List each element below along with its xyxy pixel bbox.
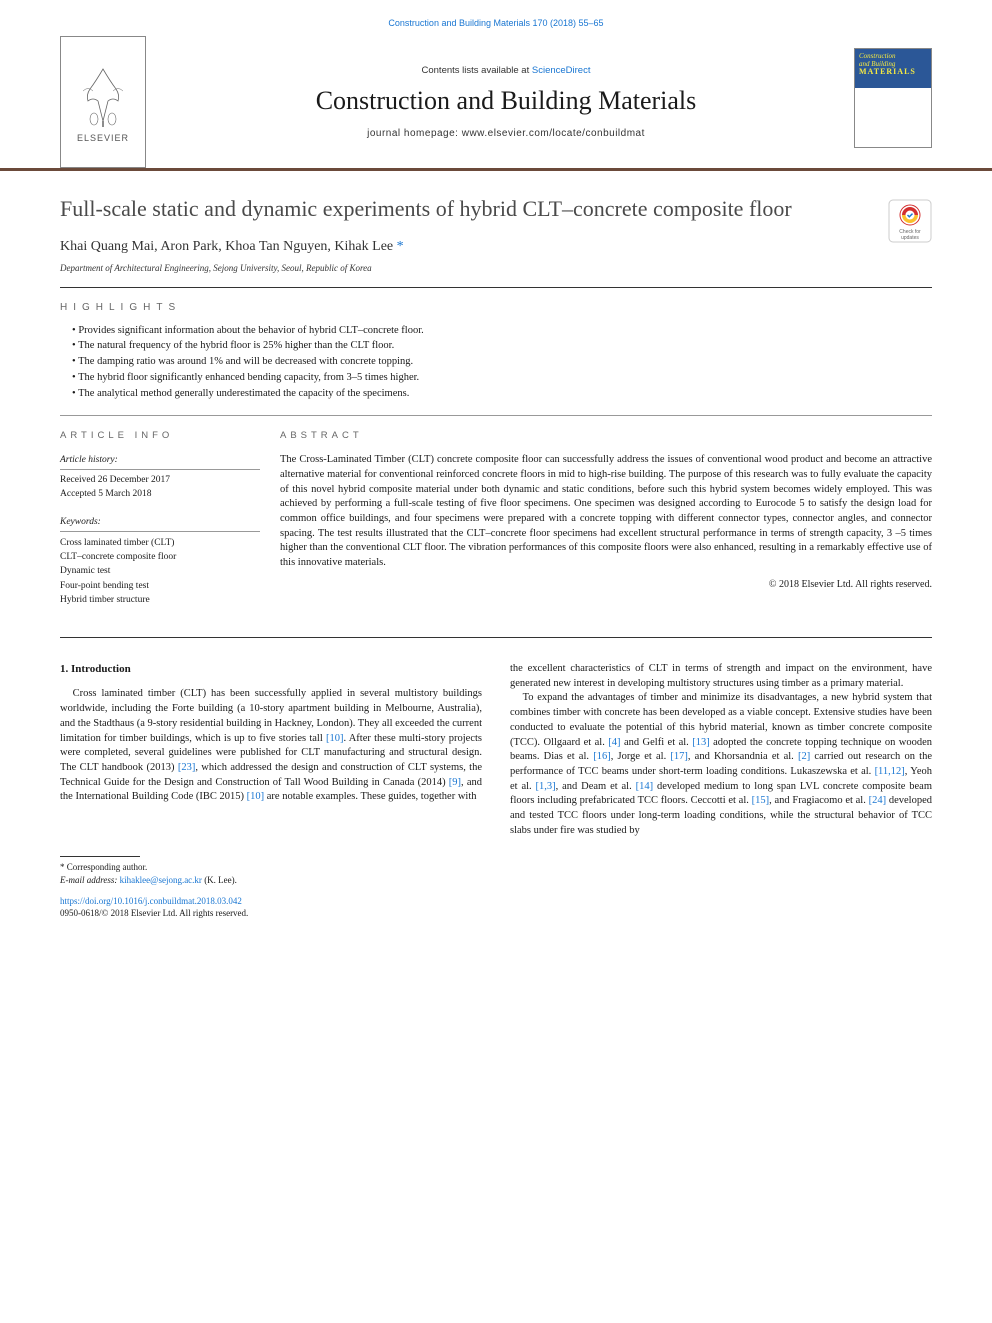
received-date: Received 26 December 2017: [60, 474, 260, 487]
masthead-center: Contents lists available at ScienceDirec…: [158, 36, 854, 168]
highlight-item: The hybrid floor significantly enhanced …: [72, 370, 932, 386]
copyright-line: © 2018 Elsevier Ltd. All rights reserved…: [280, 579, 932, 590]
keywords-label: Keywords:: [60, 517, 260, 532]
publisher-logo: ELSEVIER: [60, 36, 146, 168]
email-label: E-mail address:: [60, 875, 120, 885]
email-link[interactable]: kihaklee@sejong.ac.kr: [120, 875, 202, 885]
citation-link[interactable]: [17]: [670, 751, 688, 762]
keywords-block: Keywords: Cross laminated timber (CLT) C…: [60, 515, 260, 607]
citation-link[interactable]: [23]: [178, 762, 196, 773]
sciencedirect-link[interactable]: ScienceDirect: [532, 65, 591, 76]
left-column: 1. Introduction Cross laminated timber (…: [60, 662, 482, 838]
issn-copyright: 0950-0618/© 2018 Elsevier Ltd. All right…: [60, 907, 932, 920]
highlight-item: The damping ratio was around 1% and will…: [72, 354, 932, 370]
citation-link[interactable]: [11,12]: [875, 766, 905, 777]
abstract-label: ABSTRACT: [280, 430, 932, 441]
running-head: Construction and Building Materials 170 …: [0, 0, 992, 36]
body-columns: 1. Introduction Cross laminated timber (…: [0, 638, 992, 838]
citation-link[interactable]: [1,3]: [536, 781, 556, 792]
info-abstract-row: ARTICLE INFO Article history: Received 2…: [0, 416, 992, 637]
doi-link[interactable]: https://doi.org/10.1016/j.conbuildmat.20…: [60, 896, 242, 906]
citation-link[interactable]: [9]: [449, 777, 461, 788]
elsevier-tree-icon: [68, 61, 138, 131]
keyword: Hybrid timber structure: [60, 593, 260, 607]
article-title: Full-scale static and dynamic experiment…: [60, 195, 820, 223]
contents-prefix: Contents lists available at: [422, 65, 532, 76]
citation-link[interactable]: [4]: [608, 737, 620, 748]
journal-homepage: journal homepage: www.elsevier.com/locat…: [367, 128, 645, 139]
citation-link[interactable]: [10]: [326, 733, 344, 744]
highlight-item: The analytical method generally underest…: [72, 386, 932, 402]
accepted-date: Accepted 5 March 2018: [60, 488, 260, 501]
citation-link[interactable]: [16]: [593, 751, 611, 762]
email-line: E-mail address: kihaklee@sejong.ac.kr (K…: [60, 874, 932, 887]
author-list: Khai Quang Mai, Aron Park, Khoa Tan Nguy…: [60, 239, 932, 255]
email-suffix: (K. Lee).: [202, 875, 237, 885]
highlight-item: Provides significant information about t…: [72, 323, 932, 339]
corresponding-note: * Corresponding author.: [60, 861, 932, 874]
journal-title: Construction and Building Materials: [316, 86, 697, 116]
citation-link[interactable]: [15]: [752, 795, 770, 806]
paragraph: the excellent characteristics of CLT in …: [510, 662, 932, 691]
paragraph: Cross laminated timber (CLT) has been su…: [60, 687, 482, 805]
article-info-label: ARTICLE INFO: [60, 430, 260, 441]
corresponding-author-footer: * Corresponding author. E-mail address: …: [0, 856, 992, 886]
history-label: Article history:: [60, 455, 260, 470]
citation-link[interactable]: [24]: [869, 795, 887, 806]
highlight-item: The natural frequency of the hybrid floo…: [72, 338, 932, 354]
article-info-column: ARTICLE INFO Article history: Received 2…: [60, 430, 260, 621]
citation-link[interactable]: [10]: [247, 791, 265, 802]
contents-available: Contents lists available at ScienceDirec…: [422, 65, 591, 76]
highlights-label: HIGHLIGHTS: [0, 288, 992, 323]
abstract-column: ABSTRACT The Cross-Laminated Timber (CLT…: [280, 430, 932, 621]
publisher-name: ELSEVIER: [77, 133, 129, 143]
citation-link[interactable]: [2]: [798, 751, 810, 762]
corresponding-author-mark[interactable]: *: [397, 239, 404, 254]
abstract-text: The Cross-Laminated Timber (CLT) concret…: [280, 453, 932, 571]
keyword: Cross laminated timber (CLT): [60, 536, 260, 550]
affiliation: Department of Architectural Engineering,…: [60, 263, 932, 287]
keyword: Four-point bending test: [60, 579, 260, 593]
highlights-list: Provides significant information about t…: [0, 323, 992, 416]
article-history: Article history: Received 26 December 20…: [60, 453, 260, 501]
citation-link[interactable]: [14]: [636, 781, 654, 792]
section-heading: 1. Introduction: [60, 662, 482, 677]
right-column: the excellent characteristics of CLT in …: [510, 662, 932, 838]
authors-text: Khai Quang Mai, Aron Park, Khoa Tan Nguy…: [60, 239, 393, 254]
doi-block: https://doi.org/10.1016/j.conbuildmat.20…: [0, 887, 992, 920]
citation-link[interactable]: [13]: [692, 737, 710, 748]
keyword: CLT–concrete composite floor: [60, 550, 260, 564]
cover-title: Construction and Building MATERIALS: [859, 53, 927, 77]
footnote-rule: [60, 856, 140, 857]
title-block: Full-scale static and dynamic experiment…: [0, 171, 992, 287]
masthead: ELSEVIER Contents lists available at Sci…: [0, 36, 992, 171]
check-updates-badge[interactable]: Check for updates: [888, 199, 932, 243]
keyword: Dynamic test: [60, 564, 260, 578]
paragraph: To expand the advantages of timber and m…: [510, 691, 932, 838]
journal-cover-thumbnail: Construction and Building MATERIALS: [854, 48, 932, 148]
svg-text:updates: updates: [901, 235, 919, 241]
